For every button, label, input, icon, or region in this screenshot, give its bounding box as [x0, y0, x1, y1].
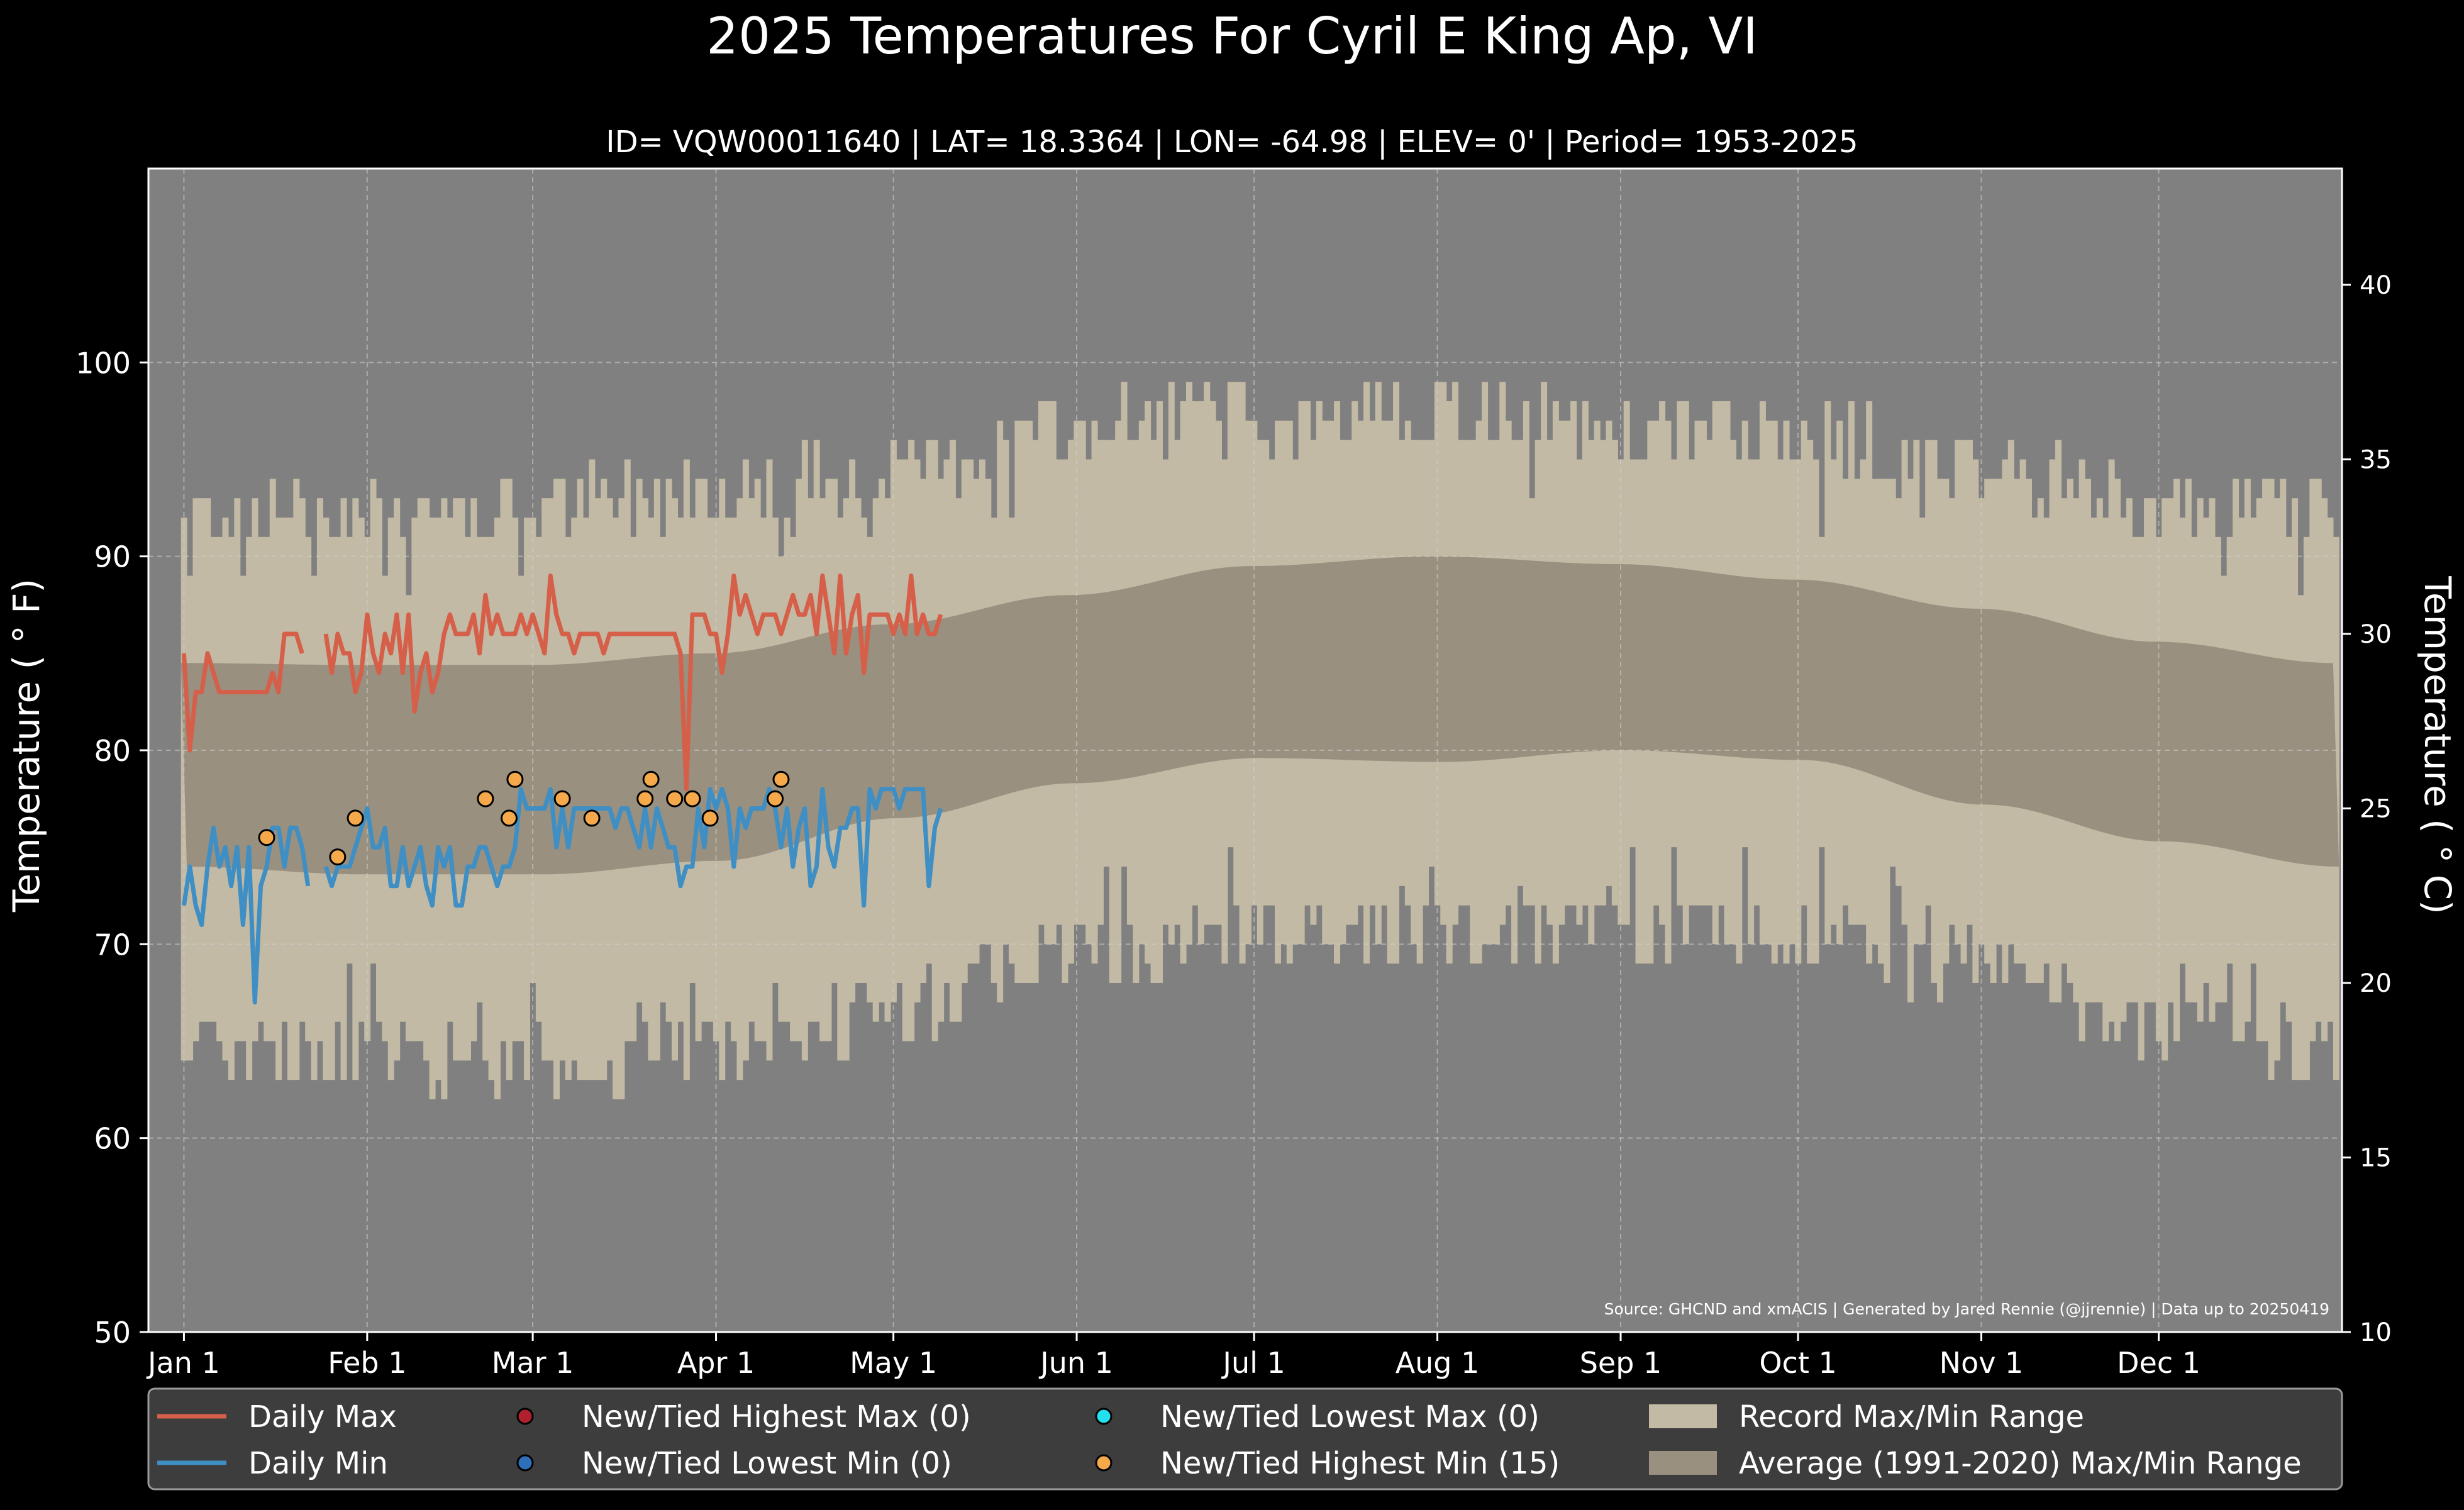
y-tick-label-left: 80: [94, 734, 131, 768]
y-tick-label-left: 50: [94, 1316, 131, 1350]
record-highest-min-point: [666, 790, 684, 808]
x-tick-label: Sep 1: [1580, 1346, 1662, 1380]
axes: 50 60 70 80 90 100 10 15 20 25 30 35 40 Jan 1 Feb 1 Mar…: [75, 167, 2392, 1380]
y-tick-label-left: 60: [94, 1122, 131, 1156]
record-highest-min-point: [329, 848, 347, 866]
x-tick-label: Jun 1: [1038, 1346, 1113, 1380]
record-highest-min-point: [500, 809, 518, 827]
x-tick-label: Aug 1: [1396, 1346, 1480, 1380]
y-tick-label-right: 25: [2360, 794, 2392, 823]
y-tick-label-left: 100: [75, 346, 131, 380]
legend-box: [147, 1387, 2343, 1491]
legend-label: Daily Max: [248, 1399, 397, 1435]
legend-swatch-dot: [516, 1454, 534, 1472]
y-axis-label-left: Temperature ( ° F): [5, 579, 48, 913]
x-tick-label: May 1: [850, 1346, 937, 1380]
legend-swatch-dot: [516, 1407, 534, 1425]
grid-lines: [148, 169, 2342, 1333]
y-tick-label-right: 35: [2360, 445, 2392, 474]
legend-label: New/Tied Lowest Min (0): [582, 1446, 952, 1481]
record-highest-min-point: [636, 790, 654, 808]
x-tick-label: Oct 1: [1759, 1346, 1836, 1380]
record-highest-min-point: [506, 770, 524, 788]
legend-label: Record Max/Min Range: [1739, 1399, 2084, 1435]
record-highest-min-point: [772, 770, 790, 788]
plot-area: [148, 169, 2342, 1333]
x-tick-label: Jul 1: [1221, 1346, 1285, 1380]
y-tick-label-right: 20: [2360, 969, 2392, 998]
legend-label: New/Tied Highest Min (15): [1160, 1446, 1560, 1481]
record-highest-min-point: [767, 790, 784, 808]
legend-swatch-patch: [1649, 1404, 1717, 1428]
record-highest-min-point: [258, 829, 275, 847]
record-highest-min-point: [642, 770, 660, 788]
source-note: Source: GHCND and xmACIS | Generated by …: [1604, 1300, 2329, 1318]
x-tick-label: Dec 1: [2117, 1346, 2200, 1380]
legend-label: New/Tied Highest Max (0): [582, 1399, 971, 1435]
record-highest-min-point: [347, 809, 364, 827]
y-tick-label-right: 40: [2360, 271, 2392, 300]
legend-label: New/Tied Lowest Max (0): [1160, 1399, 1540, 1435]
record-highest-min-point: [553, 790, 571, 808]
record-highest-min-point: [701, 809, 719, 827]
series-line-daily-min: [181, 787, 943, 1005]
y-tick-label-left: 90: [94, 540, 131, 574]
legend-label: Daily Min: [248, 1446, 388, 1481]
record-highest-min-point: [477, 790, 494, 808]
y-tick-label-right: 15: [2360, 1143, 2392, 1172]
chart-subtitle: ID= VQW00011640 | LAT= 18.3364 | LON= -6…: [606, 125, 1858, 160]
legend: Daily Max Daily Min New/Tied Highest Max (…: [147, 1387, 2343, 1491]
chart-title: 2025 Temperatures For Cyril E King Ap, V…: [706, 7, 1758, 65]
record-highest-min-point: [684, 790, 701, 808]
y-tick-label-right: 10: [2360, 1318, 2392, 1347]
y-tick-label-left: 70: [94, 928, 131, 962]
series-line-daily-max: [181, 574, 943, 792]
x-tick-label: Apr 1: [677, 1346, 755, 1380]
record-highest-min-point: [583, 809, 601, 827]
legend-swatch-patch: [1649, 1451, 1717, 1475]
legend-label: Average (1991-2020) Max/Min Range: [1739, 1446, 2302, 1481]
x-tick-label: Jan 1: [146, 1346, 220, 1380]
record-points: [258, 770, 790, 866]
legend-swatch-dot: [1095, 1407, 1113, 1425]
y-tick-label-right: 30: [2360, 620, 2392, 649]
x-tick-label: Mar 1: [492, 1346, 574, 1380]
x-tick-label: Nov 1: [1940, 1346, 2024, 1380]
y-axis-label-right: Temperature ( ° C): [2416, 575, 2459, 914]
x-tick-label: Feb 1: [328, 1346, 406, 1380]
legend-swatch-dot: [1095, 1454, 1113, 1472]
